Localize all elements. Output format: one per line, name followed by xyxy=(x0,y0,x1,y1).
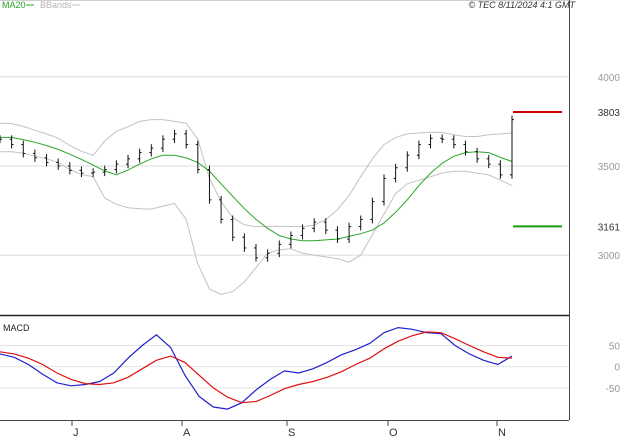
support-level-label: 3161 xyxy=(598,222,621,233)
x-axis-month-label: J xyxy=(73,427,79,439)
x-axis-month-label: S xyxy=(288,427,295,439)
price-bar xyxy=(475,147,480,163)
price-bar xyxy=(102,165,107,177)
macd-y-tick-label: 0 xyxy=(614,363,620,374)
price-bar xyxy=(160,135,165,153)
price-bar xyxy=(195,140,200,174)
macd-title: MACD xyxy=(3,323,30,333)
price-y-tick-label: 3000 xyxy=(598,251,621,262)
price-bar xyxy=(510,115,514,179)
price-bar xyxy=(9,135,14,149)
upper-bollinger-band xyxy=(0,119,513,228)
resistance-level-label: 3803 xyxy=(598,108,621,119)
price-bar xyxy=(79,166,84,178)
price-bar xyxy=(440,134,445,144)
price-bar xyxy=(172,129,177,144)
macd-signal-line xyxy=(0,331,513,404)
price-bar xyxy=(463,140,468,156)
price-y-tick-label: 4000 xyxy=(598,73,621,84)
price-bar xyxy=(149,144,154,157)
macd-gridlines xyxy=(0,344,569,389)
price-bar xyxy=(44,154,49,167)
price-bar xyxy=(126,154,130,169)
price-bar xyxy=(207,165,212,204)
axes: 4000 3500 3000 3803 3161 50 0 -50 J A S O N xyxy=(71,73,621,439)
price-bar xyxy=(219,195,224,224)
price-bar xyxy=(288,231,293,249)
price-bar xyxy=(67,162,72,175)
price-bar xyxy=(498,160,503,179)
price-bar xyxy=(393,163,398,183)
price-bar xyxy=(230,215,235,242)
copyright-timestamp: © TEC 8/11/2024 4:1 GMT xyxy=(468,0,576,10)
price-bar xyxy=(428,134,433,149)
price-bar xyxy=(114,160,119,174)
price-bar xyxy=(486,154,491,169)
price-bar xyxy=(254,244,258,262)
price-bar xyxy=(312,218,317,233)
price-bar xyxy=(32,149,37,162)
price-bar xyxy=(265,249,270,262)
price-bar xyxy=(137,148,142,163)
lower-bollinger-band xyxy=(0,151,513,295)
price-bar xyxy=(370,197,375,224)
price-panel xyxy=(0,110,562,295)
price-bar xyxy=(91,168,96,178)
price-bar xyxy=(56,158,61,170)
price-bar xyxy=(405,151,410,172)
price-bar xyxy=(323,218,328,235)
x-axis-month-label: A xyxy=(183,427,191,439)
price-y-tick-label: 3500 xyxy=(598,162,621,173)
price-bar xyxy=(347,222,352,243)
price-bar xyxy=(277,240,282,258)
price-bar xyxy=(21,140,26,158)
price-bar xyxy=(382,174,386,206)
price-bar xyxy=(451,135,456,149)
macd-panel xyxy=(0,326,513,410)
price-bar xyxy=(242,233,247,252)
macd-y-tick-label: -50 xyxy=(606,384,621,395)
legend-bbands: BBands xyxy=(40,0,72,10)
price-bar xyxy=(416,140,421,160)
x-axis-month-label: N xyxy=(498,427,506,439)
macd-line xyxy=(0,326,513,410)
x-axis-month-label: O xyxy=(389,427,398,439)
price-bar xyxy=(184,129,189,149)
price-bar xyxy=(358,215,363,231)
price-bar xyxy=(0,135,2,144)
price-bar xyxy=(335,226,340,243)
legend-ma20: MA20 xyxy=(2,0,26,10)
macd-y-tick-label: 50 xyxy=(609,341,621,352)
price-bar xyxy=(300,224,305,240)
price-gridlines xyxy=(0,76,569,256)
ma20-line xyxy=(0,136,513,242)
